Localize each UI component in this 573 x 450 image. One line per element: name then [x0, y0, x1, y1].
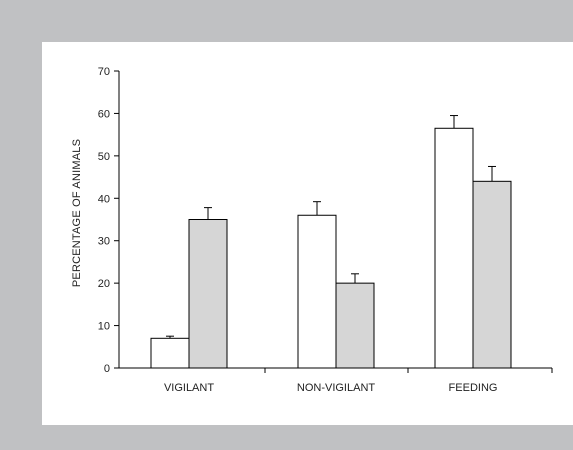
- bars: [150, 115, 512, 369]
- labels: 0 10 20 30 40 50 60 70 VIGILANT NON-VIGILANT FEEDI…: [98, 66, 498, 394]
- y-tick-label: 20: [98, 278, 110, 290]
- y-tick-label: 10: [98, 321, 110, 333]
- y-tick-label: 40: [98, 193, 110, 205]
- bar: [472, 180, 512, 369]
- y-tick-label: 0: [104, 363, 110, 375]
- bar-chart: 0 10 20 30 40 50 60 70 VIGILANT NON-VIGILANT FEEDI…: [71, 66, 553, 394]
- bar: [188, 219, 228, 369]
- y-axis-title: PERCENTAGE OF ANIMALS: [71, 139, 83, 287]
- x-category-label: FEEDING: [449, 382, 498, 394]
- y-tick-label: 70: [98, 66, 110, 78]
- chart-panel: 0 10 20 30 40 50 60 70 VIGILANT NON-VIGILANT FEEDI…: [42, 42, 573, 425]
- x-category-label: VIGILANT: [164, 382, 214, 394]
- x-category-label: NON-VIGILANT: [297, 382, 376, 394]
- bar: [150, 337, 190, 369]
- bar: [297, 214, 337, 369]
- y-tick-label: 30: [98, 236, 110, 248]
- y-tick-label: 50: [98, 151, 110, 163]
- bar: [434, 127, 474, 369]
- bar: [335, 282, 375, 369]
- y-tick-label: 60: [98, 108, 110, 120]
